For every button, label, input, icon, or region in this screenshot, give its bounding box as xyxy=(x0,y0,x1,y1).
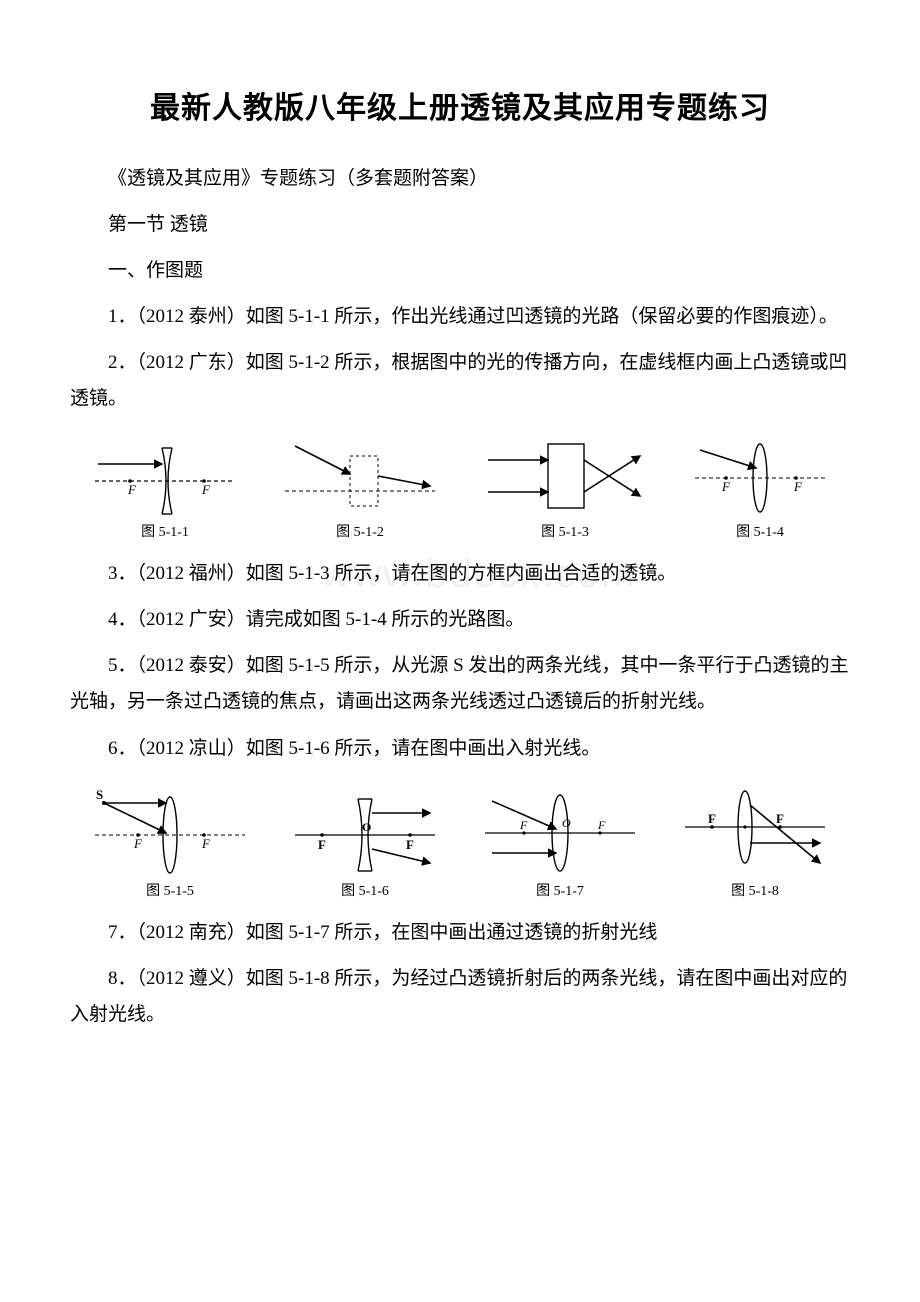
svg-text:F: F xyxy=(708,811,716,826)
figure-caption: 图 5-1-7 xyxy=(480,879,640,906)
figure-5-1-5: S F F 图 5-1-5 xyxy=(90,785,250,906)
figure-5-1-4: F F 图 5-1-4 xyxy=(690,436,830,547)
svg-text:F: F xyxy=(318,837,326,852)
svg-text:F: F xyxy=(597,818,606,832)
label-f-left: F xyxy=(127,482,137,497)
svg-text:F: F xyxy=(776,811,784,826)
figure-5-1-3: 图 5-1-3 xyxy=(480,436,650,547)
figure-5-1-2: 图 5-1-2 xyxy=(280,436,440,547)
figure-caption: 图 5-1-6 xyxy=(290,879,440,906)
svg-text:F: F xyxy=(133,836,143,851)
subsection-header: 一、作图题 xyxy=(70,253,850,289)
svg-text:O: O xyxy=(562,816,571,830)
question-1: 1．（2012 泰州）如图 5-1-1 所示，作出光线通过凹透镜的光路（保留必要… xyxy=(70,299,850,335)
question-3: 3．（2012 福州）如图 5-1-3 所示，请在图的方框内画出合适的透镜。 xyxy=(70,556,850,592)
svg-text:S: S xyxy=(96,787,103,802)
question-5: 5．（2012 泰安）如图 5-1-5 所示，从光源 S 发出的两条光线，其中一… xyxy=(70,648,850,720)
svg-text:F: F xyxy=(721,479,731,494)
question-7: 7．（2012 南充）如图 5-1-7 所示，在图中画出通过透镜的折射光线 xyxy=(70,915,850,951)
figure-caption: 图 5-1-5 xyxy=(90,879,250,906)
svg-text:F: F xyxy=(201,836,211,851)
question-6: 6．（2012 凉山）如图 5-1-6 所示，请在图中画出入射光线。 xyxy=(70,731,850,767)
label-f-right: F xyxy=(201,482,211,497)
question-8: 8．（2012 遵义）如图 5-1-8 所示，为经过凸透镜折射后的两条光线，请在… xyxy=(70,961,850,1033)
question-2: 2．（2012 广东）如图 5-1-2 所示，根据图中的光的传播方向，在虚线框内… xyxy=(70,345,850,417)
figure-caption: 图 5-1-1 xyxy=(90,520,240,547)
svg-text:O: O xyxy=(362,820,371,834)
figure-caption: 图 5-1-8 xyxy=(680,879,830,906)
svg-text:F: F xyxy=(406,837,414,852)
subtitle: 《透镜及其应用》专题练习（多套题附答案） xyxy=(70,161,850,197)
question-4: 4．（2012 广安）请完成如图 5-1-4 所示的光路图。 xyxy=(70,602,850,638)
figure-caption: 图 5-1-2 xyxy=(280,520,440,547)
figure-caption: 图 5-1-4 xyxy=(690,520,830,547)
section-header: 第一节 透镜 xyxy=(70,207,850,243)
figure-5-1-8: F F 图 5-1-8 xyxy=(680,785,830,906)
figure-row-1: F F 图 5-1-1 图 5-1-2 xyxy=(70,436,850,547)
figure-5-1-1: F F 图 5-1-1 xyxy=(90,436,240,547)
figure-5-1-6: F F O 图 5-1-6 xyxy=(290,785,440,906)
figure-caption: 图 5-1-3 xyxy=(480,520,650,547)
figure-5-1-7: F F O 图 5-1-7 xyxy=(480,785,640,906)
svg-text:F: F xyxy=(793,479,803,494)
svg-text:F: F xyxy=(519,818,528,832)
page-title: 最新人教版八年级上册透镜及其应用专题练习 xyxy=(70,80,850,137)
figure-row-2: S F F 图 5-1-5 xyxy=(70,785,850,906)
